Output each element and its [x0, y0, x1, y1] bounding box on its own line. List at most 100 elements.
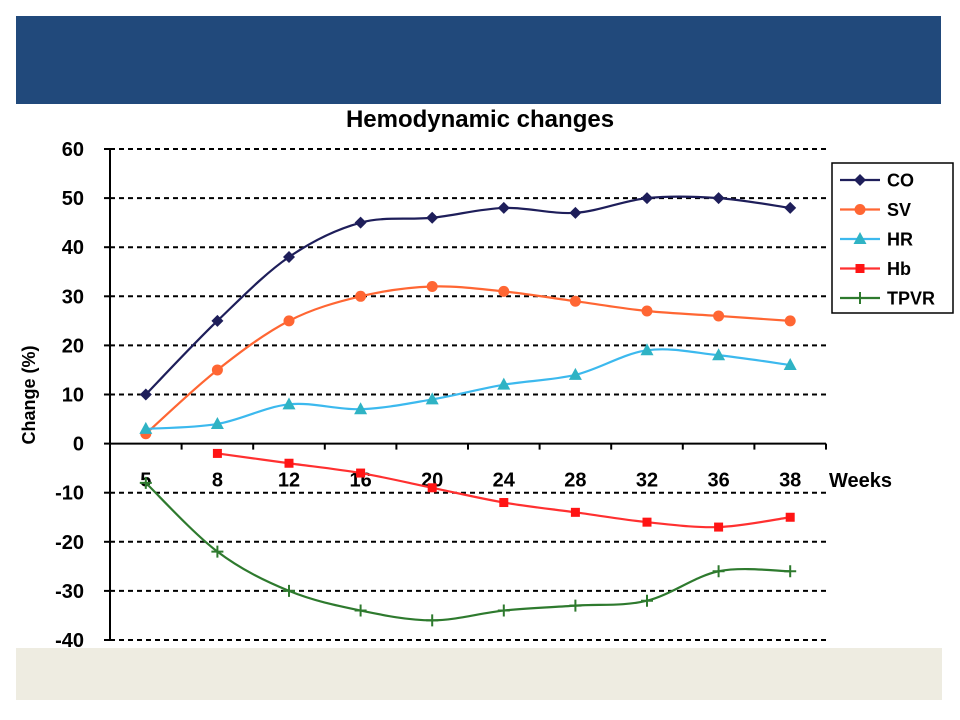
sv-point-week-8: [211, 364, 223, 376]
tpvr-point-week-24: [497, 604, 510, 617]
x-tick-label: 32: [636, 470, 658, 492]
series-hb: [212, 448, 795, 532]
hr-point-week-32: [640, 343, 654, 356]
co-point-week-32: [641, 192, 653, 205]
legend-item-tpvr: TPVR: [840, 289, 935, 309]
legend-label: HR: [887, 230, 913, 250]
hb-point-week-20: [427, 483, 437, 493]
tpvr-point-week-32: [641, 594, 653, 607]
tpvr-point-week-5: [139, 476, 152, 489]
hb-point-week-32: [642, 517, 652, 527]
x-tick-label: 36: [707, 470, 729, 492]
legend-marker-sv: [854, 204, 866, 215]
slide-footer-bar: [16, 648, 942, 700]
legend-item-sv: SV: [840, 200, 911, 220]
tpvr-point-week-28: [569, 599, 582, 612]
series-co: [139, 192, 797, 401]
x-tick-label: 12: [278, 470, 300, 492]
co-point-week-5: [139, 388, 152, 401]
sv-point-week-24: [498, 285, 510, 297]
hr-point-week-28: [568, 367, 582, 380]
hr-point-week-16: [354, 402, 368, 415]
y-tick-label: -40: [55, 630, 84, 652]
sv-point-week-20: [426, 280, 438, 292]
y-tick-label: -10: [55, 483, 84, 505]
co-point-week-24: [497, 201, 510, 214]
y-tick-label: 50: [62, 188, 84, 210]
hb-point-week-28: [570, 507, 580, 517]
y-tick-label: 40: [62, 237, 84, 259]
hb-point-week-38: [785, 512, 795, 522]
y-axis-title: Change (%): [19, 345, 39, 444]
series-line-tpvr: [144, 481, 792, 622]
legend-item-hr: HR: [840, 230, 913, 250]
hr-point-week-20: [425, 392, 439, 405]
legend-label: Hb: [887, 259, 911, 279]
series-line-sv: [144, 285, 792, 435]
co-point-week-20: [426, 211, 439, 224]
co-point-week-12: [283, 251, 295, 264]
sv-point-week-38: [784, 315, 796, 327]
y-tick-label: 60: [62, 139, 84, 161]
tpvr-point-week-38: [784, 565, 797, 578]
legend-label: TPVR: [887, 289, 935, 309]
series-sv: [140, 280, 796, 440]
y-tick-label: 30: [62, 286, 84, 308]
co-point-week-28: [569, 206, 582, 219]
sv-point-week-16: [355, 290, 367, 302]
hb-point-week-24: [499, 498, 509, 508]
series-layer: [139, 192, 797, 627]
tpvr-point-week-20: [426, 614, 439, 627]
hb-point-week-36: [714, 522, 724, 532]
legend-marker-hr: [853, 232, 867, 244]
x-tick-label: 38: [779, 470, 801, 492]
y-tick-label: 20: [62, 335, 84, 357]
legend-item-hb: Hb: [840, 259, 911, 279]
series-hr: [139, 343, 797, 434]
sv-point-week-32: [641, 305, 653, 317]
co-point-week-36: [712, 192, 725, 205]
y-tick-label: -20: [55, 532, 84, 554]
sv-point-week-12: [283, 315, 295, 327]
x-tick-label: 8: [212, 470, 223, 492]
hr-point-week-12: [282, 397, 296, 410]
series-line-hr: [144, 348, 792, 430]
legend-item-co: CO: [840, 171, 914, 191]
co-point-week-8: [211, 314, 224, 327]
hr-point-week-8: [210, 416, 224, 429]
x-tick-label: 24: [493, 470, 516, 492]
legend-label: CO: [887, 171, 914, 191]
hr-point-week-24: [497, 377, 511, 390]
slide-title-bar: [16, 16, 941, 104]
chart-title: Hemodynamic changes: [346, 106, 614, 133]
legend-marker-hb: [855, 264, 865, 273]
hb-point-week-12: [284, 458, 294, 468]
tpvr-point-week-8: [211, 545, 224, 558]
hr-point-week-38: [783, 358, 797, 371]
legend-label: SV: [887, 200, 911, 220]
hb-point-week-8: [212, 448, 222, 458]
tpvr-point-week-36: [712, 565, 725, 578]
hr-point-week-5: [139, 421, 153, 434]
hr-point-week-36: [712, 348, 726, 361]
legend-marker-tpvr: [854, 292, 866, 304]
tpvr-point-week-12: [283, 584, 295, 597]
y-tick-label: 0: [73, 434, 84, 456]
x-axis-title: Weeks: [829, 470, 892, 492]
series-tpvr: [139, 476, 797, 627]
x-tick-label: 28: [564, 470, 586, 492]
sv-point-week-36: [713, 310, 725, 322]
co-point-week-16: [354, 216, 367, 229]
hb-point-week-16: [356, 468, 366, 478]
legend: CO SV HR Hb TPVR: [831, 162, 954, 314]
y-tick-label: 10: [62, 385, 84, 407]
tpvr-point-week-16: [354, 604, 367, 617]
legend-marker-co: [854, 174, 866, 186]
series-line-co: [144, 195, 792, 396]
sv-point-week-28: [569, 295, 581, 307]
co-point-week-38: [784, 201, 797, 214]
y-tick-label: -30: [55, 581, 84, 603]
